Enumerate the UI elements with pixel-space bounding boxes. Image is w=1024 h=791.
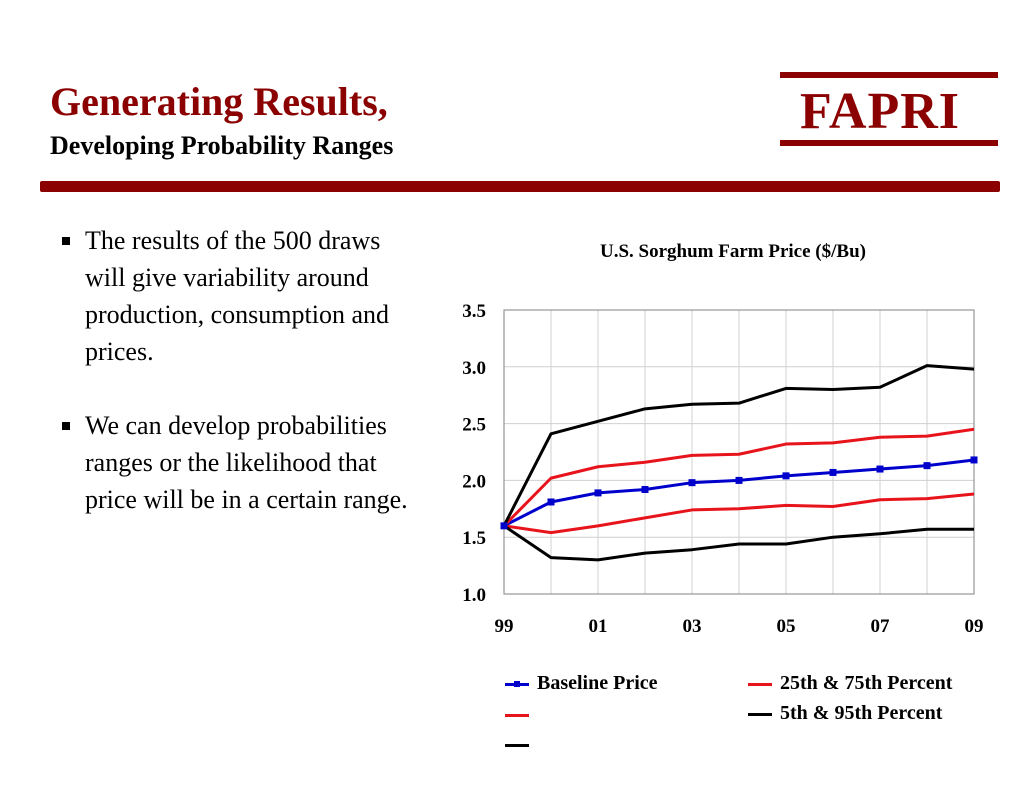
slide-title: Generating Results,: [50, 79, 388, 124]
title-divider: [40, 181, 1000, 192]
bullet-square-icon: [62, 422, 70, 430]
series-line-1: [502, 427, 975, 527]
legend-swatch: [505, 680, 529, 687]
logo-bottom-rule: [780, 140, 998, 146]
legend-item-5-95: 5th & 95th Percent: [748, 702, 942, 725]
baseline-point: [500, 522, 508, 530]
series-line-3: [502, 364, 975, 527]
baseline-point: [970, 456, 978, 464]
bullet-list: The results of the 500 draws will give v…: [62, 222, 412, 555]
baseline-point: [782, 472, 790, 480]
sorghum-price-chart: U.S. Sorghum Farm Price ($/Bu) 1.0 1.5 2.0 2…: [462, 241, 984, 637]
bullet-text: We can develop probabilities ranges or t…: [85, 411, 408, 514]
y-tick-label: 2.5: [462, 415, 486, 436]
slide-subtitle: Developing Probability Ranges: [50, 131, 394, 160]
baseline-point: [735, 476, 743, 484]
bullet-item: The results of the 500 draws will give v…: [62, 222, 412, 370]
logo-top-rule: [780, 72, 998, 78]
x-tick-label: 99: [495, 616, 514, 637]
baseline-point: [829, 468, 837, 476]
y-tick-label: 3.0: [462, 358, 486, 379]
bullet-item: We can develop probabilities ranges or t…: [62, 407, 412, 518]
legend-swatch: [748, 712, 772, 716]
x-tick-label: 09: [965, 616, 984, 637]
x-tick-label: 05: [777, 616, 796, 637]
legend-label: 5th & 95th Percent: [780, 702, 943, 724]
chart-title: U.S. Sorghum Farm Price ($/Bu): [600, 241, 866, 262]
baseline-point: [688, 479, 696, 487]
bullet-square-icon: [62, 237, 70, 245]
legend-label: 25th & 75th Percent: [780, 672, 953, 694]
baseline-point: [923, 462, 931, 470]
x-tick-label: 07: [871, 616, 891, 637]
baseline-point: [876, 465, 884, 473]
legend-swatch: [748, 682, 772, 686]
baseline-point: [641, 485, 649, 493]
baseline-point: [547, 498, 555, 506]
series-line-4: [503, 524, 974, 562]
series-line-2: [503, 492, 975, 535]
x-tick-label: 01: [589, 616, 608, 637]
y-tick-label: 1.0: [462, 585, 486, 606]
legend-swatch: [505, 714, 529, 717]
y-tick-label: 1.5: [462, 528, 486, 549]
baseline-point: [594, 489, 602, 497]
x-tick-label: 03: [683, 616, 702, 637]
y-tick-label: 3.5: [462, 301, 486, 322]
fapri-logo: FAPRI: [780, 72, 998, 148]
legend-item-25-75: 25th & 75th Percent: [748, 672, 952, 695]
plot-area-border: [503, 309, 975, 595]
legend-label: Baseline Price: [537, 672, 658, 694]
legend-item-baseline: Baseline Price: [505, 672, 658, 695]
y-tick-label: 2.0: [462, 471, 486, 492]
legend-swatch: [505, 744, 529, 747]
bullet-text: The results of the 500 draws will give v…: [85, 226, 390, 366]
logo-text: FAPRI: [800, 83, 961, 140]
